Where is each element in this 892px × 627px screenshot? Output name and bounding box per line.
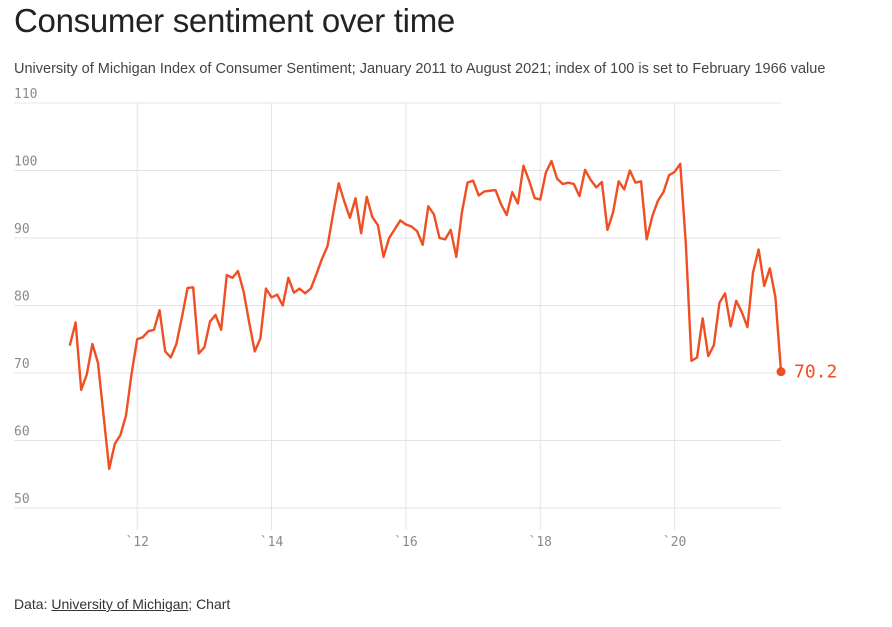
- source-prefix: Data:: [14, 596, 52, 612]
- line-chart: 50 60 70 80 90 100 110 `12 `14 `16 `18 `20 70.2: [14, 87, 837, 550]
- end-value-label: 70.2: [794, 362, 837, 383]
- y-tick-label: 90: [14, 222, 30, 237]
- end-point: [776, 367, 786, 377]
- source-credit: Data: University of Michigan; Chart: [14, 596, 230, 612]
- y-tick-label: 60: [14, 425, 30, 440]
- y-axis-ticks: 50 60 70 80 90 100 110: [14, 87, 37, 507]
- source-link[interactable]: University of Michigan: [51, 596, 189, 612]
- y-tick-label: 110: [14, 87, 37, 102]
- y-tick-label: 70: [14, 357, 30, 372]
- chart-title: Consumer sentiment over time: [14, 2, 455, 39]
- chart-subtitle: University of Michigan Index of Consumer…: [14, 61, 826, 77]
- y-tick-label: 50: [14, 492, 30, 507]
- x-tick-label: `14: [260, 535, 284, 550]
- x-tick-label: `18: [529, 535, 552, 550]
- y-tick-label: 80: [14, 290, 30, 305]
- grid-lines: [14, 102, 781, 530]
- x-axis-ticks: `12 `14 `16 `18 `20: [125, 535, 686, 550]
- x-tick-label: `16: [394, 535, 417, 550]
- series-line: [68, 159, 783, 471]
- source-suffix: ; Chart: [188, 596, 231, 612]
- x-tick-label: `20: [663, 535, 686, 550]
- y-tick-label: 100: [14, 155, 37, 170]
- x-tick-label: `12: [125, 535, 148, 550]
